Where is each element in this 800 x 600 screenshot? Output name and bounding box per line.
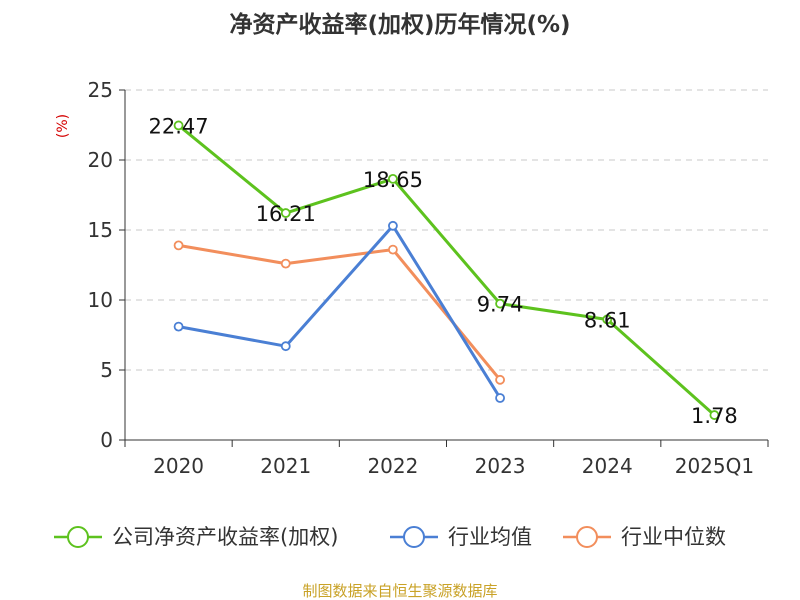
y-tick-label: 0 bbox=[100, 428, 113, 452]
data-point bbox=[602, 314, 613, 325]
data-label: 18.65 bbox=[363, 168, 423, 192]
data-label: 9.74 bbox=[477, 293, 524, 317]
data-point bbox=[388, 173, 398, 184]
legend-marker bbox=[403, 526, 425, 548]
gridlines bbox=[125, 89, 768, 371]
legend-marker bbox=[67, 526, 89, 548]
data-point bbox=[495, 298, 505, 309]
legend-label: 公司净资产收益率(加权) bbox=[112, 525, 338, 549]
y-axis-label: (%) bbox=[55, 114, 71, 138]
series-line bbox=[178, 243, 502, 381]
data-point bbox=[495, 374, 505, 385]
y-tick-label: 25 bbox=[88, 78, 113, 102]
series-line bbox=[178, 224, 502, 399]
series-2 bbox=[173, 240, 505, 385]
legend: 公司净资产收益率(加权) 行业均值 行业中位数 bbox=[54, 525, 726, 549]
source-note: 制图数据来自恒生聚源数据库 bbox=[302, 582, 497, 600]
data-point bbox=[280, 258, 291, 269]
y-tick-label: 20 bbox=[88, 148, 113, 172]
series-1 bbox=[173, 220, 505, 403]
x-tick-label: 2022 bbox=[367, 454, 418, 478]
legend-item: 行业中位数 bbox=[563, 525, 726, 549]
legend-marker bbox=[576, 526, 598, 548]
legend-item: 行业均值 bbox=[390, 525, 532, 549]
data-point bbox=[280, 341, 291, 352]
data-point bbox=[280, 208, 291, 218]
data-point bbox=[173, 120, 184, 131]
x-tick-label: 2023 bbox=[475, 454, 526, 478]
series-0 bbox=[173, 120, 720, 420]
x-tick-label: 2024 bbox=[582, 454, 633, 478]
series-layer bbox=[173, 120, 720, 420]
data-point bbox=[709, 410, 720, 420]
data-label: 22.47 bbox=[149, 114, 209, 138]
chart-title: 净资产收益率(加权)历年情况(%) bbox=[229, 11, 570, 38]
data-point bbox=[173, 321, 184, 332]
y-tick-label: 10 bbox=[88, 288, 113, 312]
legend-label: 行业中位数 bbox=[621, 525, 726, 549]
data-label: 1.78 bbox=[691, 404, 738, 428]
y-tick-label: 5 bbox=[100, 358, 113, 382]
data-label: 16.21 bbox=[256, 202, 316, 226]
data-point bbox=[173, 240, 184, 251]
legend-item: 公司净资产收益率(加权) bbox=[54, 525, 338, 549]
data-point bbox=[388, 244, 398, 255]
y-tick-label: 15 bbox=[88, 218, 113, 242]
x-tick-label: 2021 bbox=[260, 454, 311, 478]
series-line bbox=[177, 124, 716, 417]
x-tick-label: 2020 bbox=[153, 454, 204, 478]
data-label: 8.61 bbox=[584, 308, 631, 332]
legend-label: 行业均值 bbox=[448, 525, 532, 549]
data-point bbox=[495, 393, 505, 403]
data-labels: 22.47 16.21 18.65 9.74 8.61 1.78 bbox=[149, 114, 738, 428]
axes: 0 5 10 15 20 25 2020 2021 2022 2023 2024 2025Q1 bbox=[88, 78, 769, 478]
data-point bbox=[388, 220, 398, 231]
x-tick-label: 2025Q1 bbox=[675, 454, 754, 478]
